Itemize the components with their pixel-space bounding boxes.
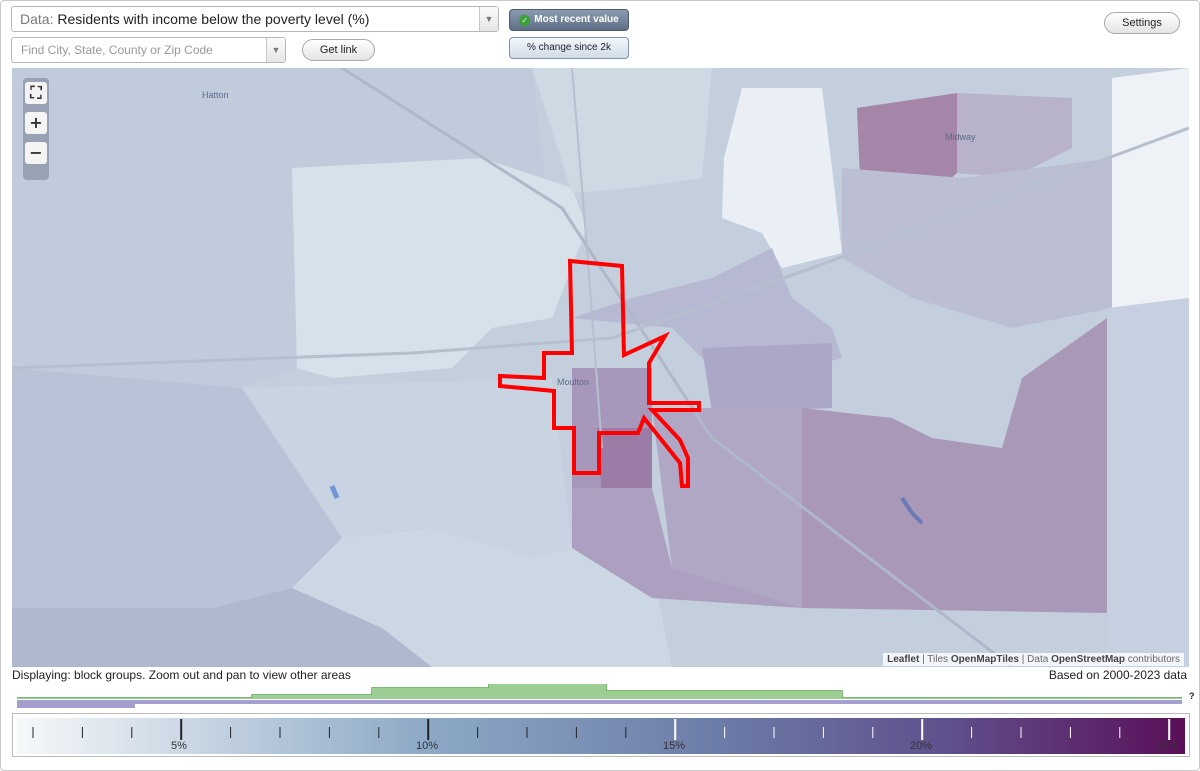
search-placeholder: Find City, State, County or Zip Code <box>21 43 213 57</box>
water-feature-east <box>900 496 924 525</box>
region-white-east <box>1112 68 1189 318</box>
region-hatton-light <box>292 158 587 378</box>
attrib-data-text: | Data <box>1021 654 1049 665</box>
zoom-controls: ⛶ + − <box>23 78 49 180</box>
settings-button[interactable]: Settings <box>1104 12 1180 34</box>
toggle-recent-label: Most recent value <box>534 14 619 25</box>
chevron-down-icon[interactable]: ▼ <box>479 7 498 31</box>
legend-tick-label: 10% <box>416 740 439 752</box>
map-attribution: Leaflet | Tiles OpenMapTiles | Data Open… <box>883 653 1184 666</box>
selected-area-outline <box>498 258 701 488</box>
data-range-note: Based on 2000-2023 data <box>1048 668 1187 682</box>
legend-ticks <box>32 719 1171 740</box>
place-label-moulton: Moulton <box>557 377 590 387</box>
percent-change-toggle[interactable]: % change since 2k <box>509 37 629 59</box>
region-east-block <box>702 343 832 413</box>
region-southwest <box>12 368 342 608</box>
most-recent-value-toggle[interactable]: ✓ Most recent value <box>509 9 629 31</box>
leaflet-link[interactable]: Leaflet <box>887 654 920 665</box>
region-far-south <box>12 588 432 667</box>
region-white-north <box>722 88 842 268</box>
road-diagonal <box>341 68 1013 667</box>
region-midway-east <box>957 93 1072 178</box>
fullscreen-button[interactable]: ⛶ <box>25 82 47 104</box>
openmaptiles-link[interactable]: OpenMapTiles <box>950 654 1019 665</box>
location-search-input[interactable]: Find City, State, County or Zip Code ▼ <box>11 37 286 63</box>
region-far-east <box>1107 298 1189 667</box>
region-northeast <box>842 158 1112 328</box>
get-link-button[interactable]: Get link <box>302 39 375 61</box>
place-label-midway: Midway <box>945 132 976 142</box>
legend-tick-label: 15% <box>663 740 686 752</box>
region-south-mid <box>572 488 802 608</box>
legend: 5% 10% 15% 20% 25% <box>12 713 1190 757</box>
data-select-value: Residents with income below the poverty … <box>57 11 370 27</box>
help-icon[interactable]: ? <box>1189 691 1195 701</box>
legend-tick-label: 20% <box>910 740 933 752</box>
display-note: Displaying: block groups. Zoom out and p… <box>12 668 351 682</box>
chevron-down-icon[interactable]: ▼ <box>266 38 285 62</box>
data-select-prefix: Data: <box>20 11 54 27</box>
region-southeast-purple <box>802 318 1107 613</box>
attrib-tiles-text: | Tiles <box>922 654 949 665</box>
region-west <box>12 68 547 388</box>
data-variable-select[interactable]: Data: Residents with income below the po… <box>11 6 499 32</box>
road-east-west <box>12 126 1189 370</box>
water-feature <box>329 485 340 499</box>
distribution-histogram <box>17 684 1182 708</box>
openstreetmap-link[interactable]: OpenStreetMap <box>1051 654 1125 665</box>
attrib-contributors: contributors <box>1127 654 1180 665</box>
zoom-out-button[interactable]: − <box>25 142 47 164</box>
place-label-hatton: Hatton <box>202 90 229 100</box>
legend-tick-label: 5% <box>171 740 187 752</box>
map-view[interactable]: ⛶ + − Hatton Midway Moulton Leaflet | Ti… <box>12 68 1189 667</box>
region-north-light <box>532 68 712 193</box>
legend-color-bar <box>17 718 1185 754</box>
road-north-south <box>571 68 603 449</box>
zoom-in-button[interactable]: + <box>25 112 47 134</box>
legend-tick-label: 25% <box>1156 740 1179 752</box>
check-icon: ✓ <box>519 15 531 26</box>
region-moulton-south <box>597 428 652 498</box>
map-canvas <box>12 68 1189 667</box>
region-central-light <box>242 378 572 558</box>
